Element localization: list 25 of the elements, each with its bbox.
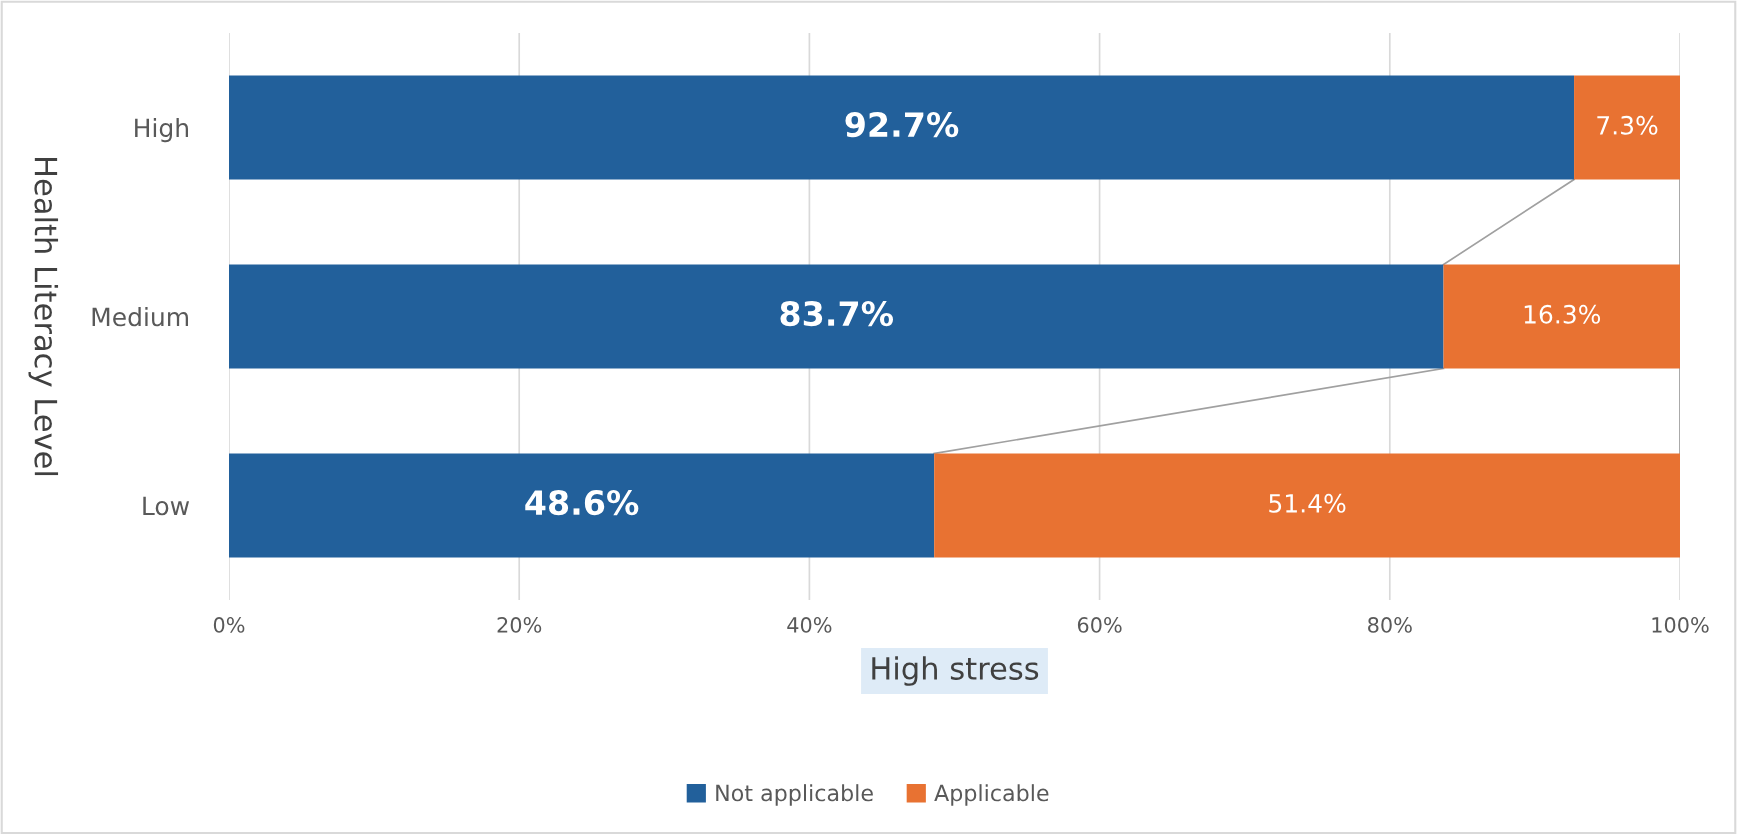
x-tick-label: 60% [1077,617,1122,633]
x-tick-label: 40% [787,617,832,633]
y-tick-label: High [135,118,188,143]
data-label: 16.3% [1524,304,1601,324]
y-axis-title: Health Literacy Level [28,158,59,476]
y-tick-label: Low [143,496,190,516]
data-label: 7.3% [1597,115,1658,135]
bar [229,264,1444,369]
legend-label: Not applicable [716,784,873,806]
x-tick-label: 0% [213,617,245,633]
x-axis-title: High stress [872,656,1039,686]
bar [934,453,1680,558]
data-label: 48.6% [525,489,639,516]
data-label: 83.7% [780,300,893,327]
bar [229,75,1575,180]
x-tick-label: 80% [1368,617,1412,633]
x-tick-label: 100% [1652,617,1709,633]
y-tick-label: Medium [92,307,188,327]
bar [1443,264,1680,369]
bar [1574,75,1680,180]
data-label: 92.7% [845,111,959,138]
legend-label: Applicable [934,784,1049,806]
x-tick-label: 20% [497,617,542,633]
bar [229,453,935,558]
data-label: 51.4% [1269,493,1346,513]
